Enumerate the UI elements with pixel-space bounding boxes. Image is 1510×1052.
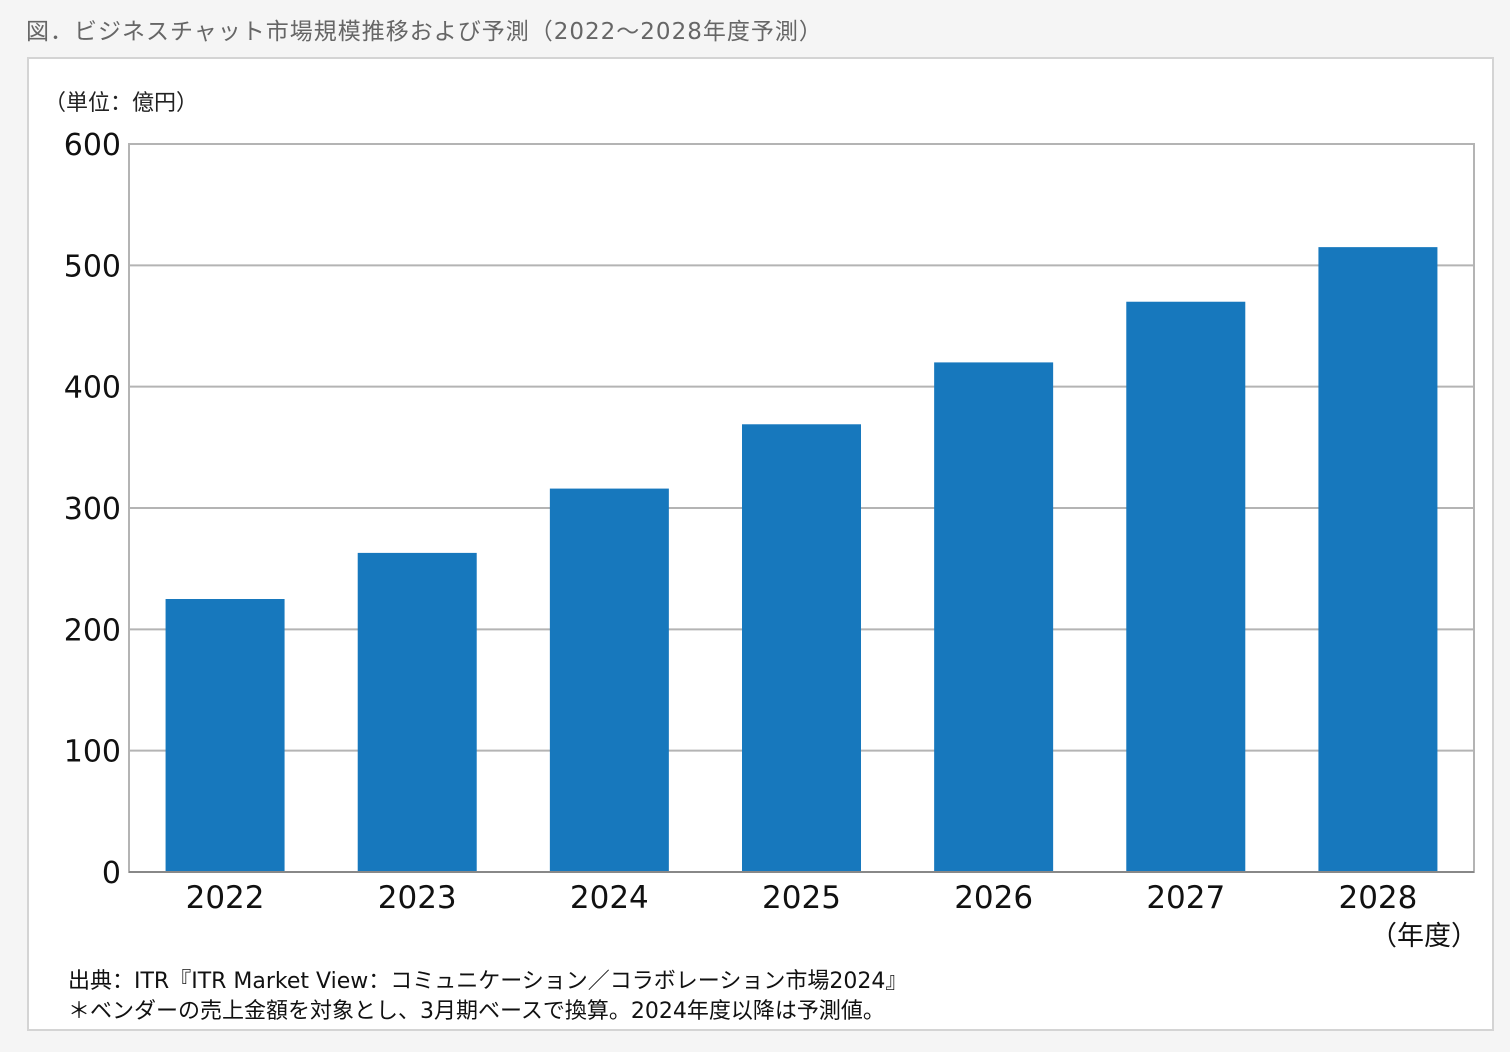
y-tick-labels: 0 100 200 300 400 500 600 — [64, 128, 121, 891]
bar-2023 — [357, 552, 477, 871]
bar-2027 — [1126, 301, 1246, 871]
bar-2028 — [1318, 247, 1438, 872]
x-tick-label: 2024 — [570, 880, 649, 916]
bar-2024 — [549, 488, 669, 871]
figure-caption: 図．ビジネスチャット市場規模推移および予測（2022〜2028年度予測） — [26, 19, 823, 45]
source-citation: 出典：ITR『ITR Market View：コミュニケーション／コラボレーショ… — [68, 969, 908, 994]
bars — [165, 247, 1438, 872]
bar-2026 — [934, 362, 1054, 871]
x-tick-label: 2022 — [186, 880, 265, 916]
footnote: ＊ベンダーの売上金額を対象とし、3月期ベースで換算。2024年度以降は予測値。 — [68, 999, 885, 1024]
y-unit-label: （単位：億円） — [44, 91, 198, 116]
bar-2025 — [742, 424, 861, 871]
x-tick-label: 2026 — [954, 880, 1033, 916]
bar-2022 — [165, 599, 285, 871]
x-tick-label: 2028 — [1338, 880, 1417, 916]
y-tick-label: 300 — [64, 492, 121, 527]
x-tick-label: 2023 — [378, 880, 457, 916]
y-tick-label: 500 — [64, 249, 121, 284]
y-tick-label: 0 — [102, 856, 121, 891]
x-tick-label: 2025 — [762, 880, 841, 916]
x-tick-label: 2027 — [1146, 880, 1225, 916]
x-tick-labels: 2022 2023 2024 2025 2026 2027 2028 — [186, 880, 1418, 916]
y-tick-label: 600 — [64, 128, 121, 163]
y-tick-label: 100 — [64, 735, 121, 770]
y-tick-label: 400 — [64, 371, 121, 406]
source-note: 出典：ITR『ITR Market View：コミュニケーション／コラボレーショ… — [68, 967, 907, 1027]
x-unit-label: （年度） — [1370, 921, 1478, 952]
y-tick-label: 200 — [64, 613, 121, 648]
